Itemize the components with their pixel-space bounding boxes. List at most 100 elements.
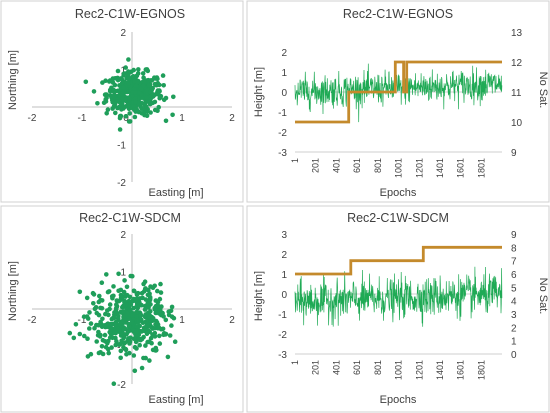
scatter-point <box>127 96 132 101</box>
scatter-point <box>145 292 151 298</box>
x-tick-label: 201 <box>311 360 321 375</box>
scatter-point <box>126 103 131 108</box>
x-axis-label: Easting [m] <box>148 187 203 199</box>
x-tick-label: 1801 <box>476 158 486 178</box>
series-line-satellites <box>295 60 502 124</box>
scatter-point <box>88 321 94 326</box>
x-tick-label: 2 <box>229 315 235 326</box>
scatter-point <box>108 321 113 327</box>
scatter-point <box>114 305 119 311</box>
scatter-point <box>145 339 150 345</box>
scatter-point <box>157 308 162 314</box>
scatter-point <box>96 312 102 318</box>
scatter-point <box>95 101 100 106</box>
x-tick-label: -1 <box>78 113 87 124</box>
y-tick-label: 1 <box>120 268 126 279</box>
scatter-point <box>106 338 111 344</box>
scatter-point <box>126 69 131 74</box>
scatter-point <box>154 82 159 88</box>
scatter-point <box>141 281 146 287</box>
scatter-point <box>107 78 113 83</box>
y2-tick-label: 7 <box>511 257 517 268</box>
scatter-point <box>118 355 123 361</box>
scatter-point <box>141 355 146 361</box>
scatter-point <box>118 113 124 119</box>
scatter-point <box>120 304 125 310</box>
scatter-point <box>99 324 105 330</box>
x-tick-label: -2 <box>28 315 37 326</box>
y2-axis-label: No Sat. <box>537 72 549 109</box>
scatter-point <box>124 284 130 290</box>
scatter-point <box>134 291 140 296</box>
y2-tick-label: 6 <box>511 270 517 281</box>
scatter-point <box>145 321 151 326</box>
scatter-point <box>94 339 99 344</box>
scatter-point <box>121 326 127 332</box>
y2-tick-label: 11 <box>511 88 522 99</box>
scatter-point <box>160 73 166 78</box>
y-tick-label: 0 <box>281 88 287 99</box>
y-tick-label: 1 <box>281 270 287 281</box>
y-axis-label: Height [m] <box>253 271 265 321</box>
scatter-point <box>145 68 151 74</box>
scatter-point <box>112 82 118 88</box>
y-tick-label: -2 <box>278 330 287 341</box>
scatter-point <box>91 292 97 297</box>
y-tick-label: 3 <box>281 230 287 241</box>
chart-title: Rec2-C1W-SDCM <box>347 211 449 225</box>
x-tick-label: 1601 <box>456 360 466 380</box>
scatter-point <box>144 113 150 118</box>
scatter-point <box>111 315 117 321</box>
scatter-point <box>139 329 145 334</box>
scatter-point <box>157 89 162 94</box>
scatter-point <box>130 313 136 318</box>
scatter-point <box>115 68 121 74</box>
y-tick-label: 1 <box>120 66 126 77</box>
scatter-point <box>110 98 115 103</box>
scatter-point <box>119 91 125 97</box>
x-tick-label: 1001 <box>394 158 404 178</box>
scatter-point <box>110 335 115 341</box>
scatter-point <box>115 97 121 102</box>
scatter-point <box>153 298 159 303</box>
scatter-point <box>143 297 149 302</box>
scatter-point <box>154 320 160 325</box>
scatter-point <box>163 332 168 337</box>
scatter-point <box>141 334 146 340</box>
scatter-point <box>121 85 126 90</box>
y-tick-label: -3 <box>278 350 287 361</box>
scatter-point <box>148 335 154 341</box>
x-tick-label: 1 <box>179 113 185 124</box>
y-tick-label: -2 <box>117 380 126 391</box>
scatter-point <box>130 74 135 80</box>
y-tick-label: -1 <box>117 141 126 152</box>
scatter-point <box>121 334 127 340</box>
y2-tick-label: 1 <box>511 337 517 348</box>
scatter-point <box>104 323 109 328</box>
scatter-point <box>158 290 164 295</box>
x-tick-label: 401 <box>331 158 341 173</box>
scatter-point <box>114 302 119 307</box>
scatter-point <box>131 353 137 358</box>
x-tick-label: 1 <box>290 158 300 163</box>
x-tick-label: 2 <box>229 113 235 124</box>
chart-title: Rec2-C1W-EGNOS <box>75 7 185 21</box>
scatter-point <box>135 71 141 76</box>
scatter-point <box>157 341 163 346</box>
scatter-point <box>126 328 131 334</box>
scatter-point <box>123 293 129 298</box>
scatter-point <box>119 107 124 112</box>
scatter-point <box>127 341 132 346</box>
scatter-point <box>118 287 124 293</box>
y-axis-label: Northing [m] <box>7 261 19 321</box>
scatter-point <box>118 341 123 347</box>
x-tick-label: 1 <box>179 315 185 326</box>
scatter-point <box>146 305 151 310</box>
scatter-point <box>142 307 148 312</box>
x-tick-label: 1801 <box>476 360 486 380</box>
scatter-point <box>111 87 116 93</box>
scatter-point <box>159 304 164 309</box>
scatter-point <box>131 336 137 342</box>
y-tick-label: 2 <box>281 48 287 59</box>
